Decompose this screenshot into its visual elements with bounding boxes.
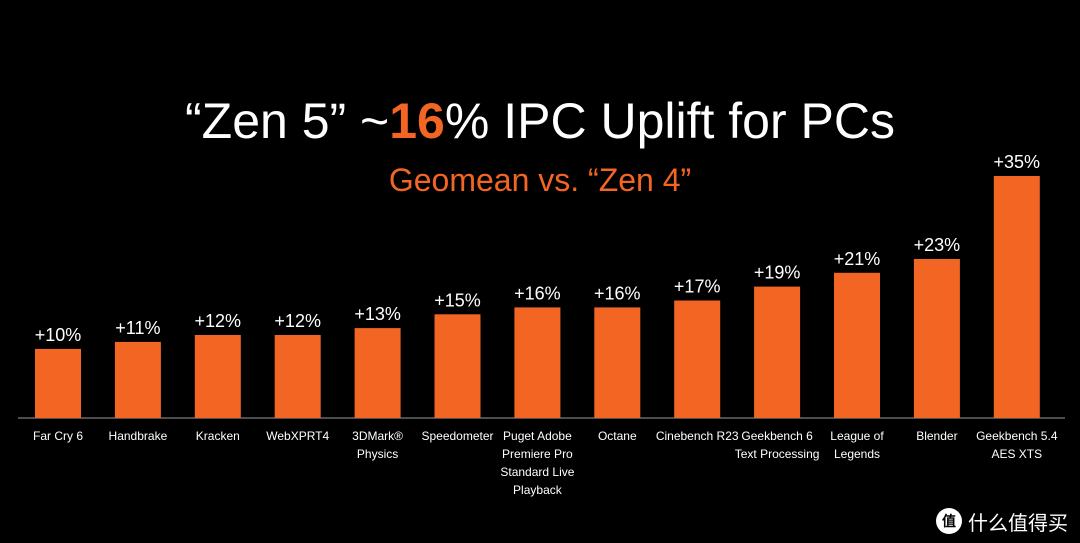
bar-data-label: +23%: [914, 235, 961, 255]
category-label-line: League of: [830, 429, 884, 443]
bar-data-label: +17%: [674, 277, 721, 297]
category-label: League of Legends: [830, 429, 884, 461]
bar: [834, 272, 880, 418]
category-label: WebXPRT4: [266, 429, 329, 443]
bar: [35, 348, 81, 418]
category-label: Speedometer: [421, 429, 493, 443]
category-label-line: Geekbench 6: [741, 429, 813, 443]
title-accent: 16: [389, 93, 445, 149]
bar: [434, 314, 481, 418]
category-label-line: Cinebench R23: [656, 429, 739, 443]
bar: [594, 307, 641, 418]
bar-data-label: +15%: [434, 290, 481, 310]
category-label: Octane: [598, 429, 637, 443]
bar: [354, 328, 401, 418]
watermark: 值 什么值得买: [936, 507, 1068, 535]
watermark-logo-icon: 值: [936, 508, 962, 534]
category-label-line: Standard Live: [500, 465, 574, 479]
bar-data-label: +12%: [274, 311, 321, 331]
category-label-line: Handbrake: [109, 429, 168, 443]
category-label-line: Text Processing: [735, 447, 820, 461]
title-suffix: % IPC Uplift for PCs: [444, 93, 895, 149]
bar-data-label: +11%: [115, 318, 160, 338]
bar: [754, 286, 801, 418]
bar: [114, 341, 161, 418]
category-label-line: Speedometer: [421, 429, 493, 443]
category-label-line: Blender: [916, 429, 957, 443]
category-label-line: Kracken: [196, 429, 240, 443]
title-prefix: “Zen 5” ~: [185, 93, 390, 149]
category-label: Kracken: [196, 429, 240, 443]
category-label-line: Puget Adobe: [503, 429, 572, 443]
bar: [913, 259, 960, 418]
chart-subtitle: Geomean vs. “Zen 4”: [388, 162, 692, 198]
category-label: 3DMark® Physics: [352, 429, 403, 461]
category-label-line: Playback: [513, 483, 563, 497]
category-label: Puget Adobe Premiere Pro Standard Live Play…: [500, 429, 574, 497]
bar-data-label: +16%: [514, 283, 561, 303]
bar-data-label: +12%: [195, 311, 242, 331]
bar-data-label: +21%: [834, 249, 881, 269]
category-label-line: Legends: [834, 447, 880, 461]
category-label-line: Geekbench 5.4: [976, 429, 1058, 443]
category-label: Handbrake: [109, 429, 168, 443]
category-label: Far Cry 6: [33, 429, 83, 443]
category-label-line: 3DMark®: [352, 429, 403, 443]
category-label: Blender: [916, 429, 957, 443]
bar: [674, 300, 721, 418]
bar: [274, 335, 321, 418]
category-label: Cinebench R23: [656, 429, 739, 443]
bar: [194, 335, 241, 418]
bar-data-label: +19%: [754, 263, 801, 283]
bar: [514, 307, 561, 418]
bar-data-label: +35%: [994, 152, 1041, 172]
category-label-line: Physics: [357, 447, 398, 461]
category-label-line: WebXPRT4: [266, 429, 329, 443]
category-label-line: Far Cry 6: [33, 429, 83, 443]
category-label-line: Octane: [598, 429, 637, 443]
category-label-line: AES XTS: [991, 447, 1042, 461]
bar-data-label: +13%: [354, 304, 401, 324]
category-label-line: Premiere Pro: [502, 447, 573, 461]
watermark-text: 什么值得买: [968, 510, 1068, 535]
bar: [993, 176, 1040, 418]
category-label: Geekbench 5.4 AES XTS: [976, 429, 1058, 461]
chart-title: “Zen 5” ~16% IPC Uplift for PCs: [0, 86, 1080, 156]
bar-data-label: +16%: [594, 283, 641, 303]
category-label: Geekbench 6 Text Processing: [735, 429, 820, 461]
bar-data-label: +10%: [35, 325, 82, 345]
